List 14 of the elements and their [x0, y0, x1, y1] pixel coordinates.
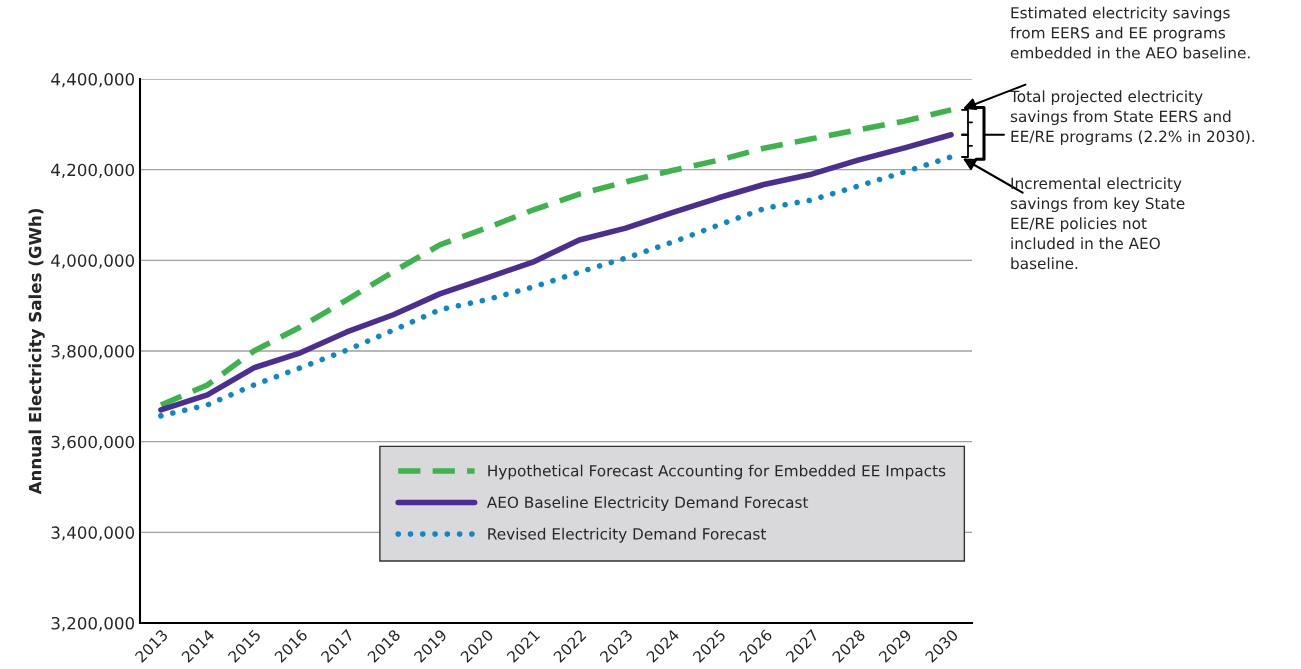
- y-axis-title: Annual Electricity Sales (GWh): [28, 209, 45, 495]
- legend-label: Hypothetical Forecast Accounting for Embedded EE Impacts: [488, 464, 946, 480]
- text: Total projected electricity savings from State EERS and EE/RE programs (2.2% in 2030).: [1009, 90, 1255, 146]
- y-tick-label: 4,200,000: [51, 163, 135, 178]
- y-tick-label: 3,400,000: [51, 526, 135, 541]
- text: Incremental electricity savings from key State EE/RE policies not included in the AEO baseline.: [1010, 177, 1185, 270]
- y-tick-label: 3,800,000: [51, 344, 135, 360]
- y-tick-label: 4,400,000: [51, 72, 135, 88]
- text: Estimated electricity savings from EERS and EE programs embedded in the AEO baseline.: [1010, 6, 1250, 59]
- legend-label: AEO Baseline Electricity Demand Forecast: [486, 496, 809, 512]
- y-tick-label: 3,600,000: [51, 435, 135, 450]
- legend-label: Revised Electricity Demand Forecast: [488, 527, 766, 543]
- y-tick-label: 3,200,000: [51, 616, 135, 632]
- y-tick-label: 4,000,000: [51, 254, 135, 269]
